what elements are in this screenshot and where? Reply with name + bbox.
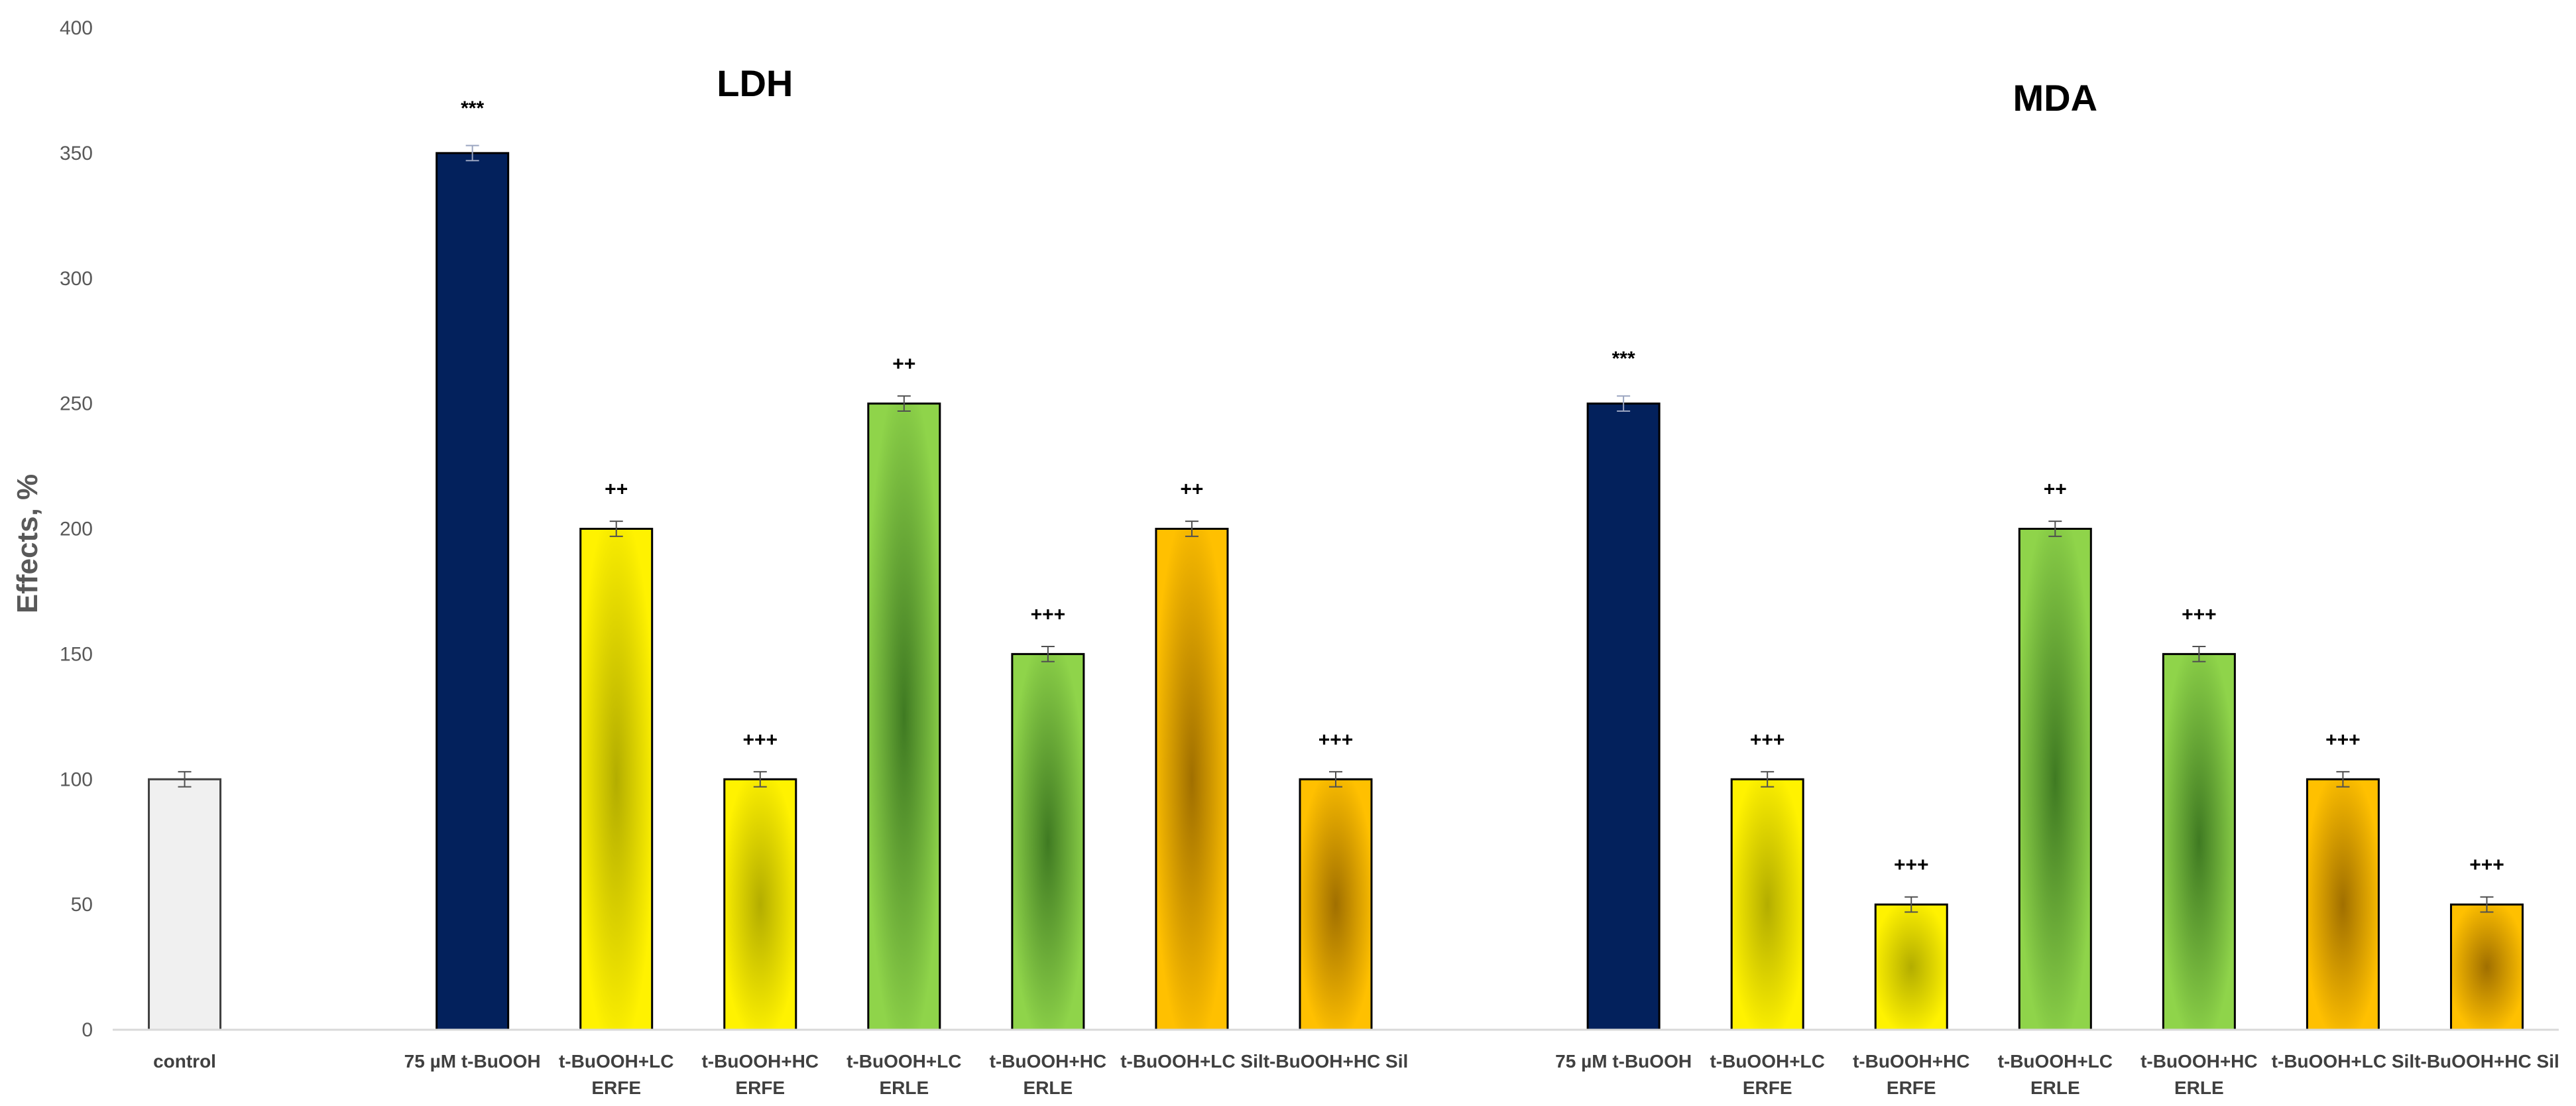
y-tick-label: 350	[60, 143, 93, 164]
bar	[1874, 903, 1948, 1031]
significance-label: +++	[742, 729, 778, 751]
bar	[1155, 528, 1229, 1031]
bar	[436, 152, 510, 1031]
x-tick-label: t-BuOOH+LC ERFE	[1710, 1051, 1824, 1098]
group-title: LDH	[717, 62, 793, 104]
x-tick-label: t-BuOOH+LC Sil	[2272, 1051, 2414, 1072]
significance-label: ++	[1180, 479, 1203, 501]
significance-label: +++	[2325, 729, 2361, 751]
significance-label: ***	[1612, 348, 1635, 370]
y-tick-label: 150	[60, 643, 93, 665]
bar	[1730, 778, 1804, 1031]
bar	[867, 402, 941, 1031]
significance-label: +++	[2469, 854, 2504, 876]
significance-label: ++	[892, 353, 915, 375]
y-tick-label: 250	[60, 393, 93, 415]
x-tick-label: t-BuOOH+HC Sil	[1263, 1051, 1409, 1072]
bar	[2306, 778, 2380, 1031]
x-tick-label: 75 µM t-BuOOH	[404, 1051, 541, 1072]
x-tick-label: t-BuOOH+HC Sil	[2414, 1051, 2559, 1072]
x-tick-label: t-BuOOH+LC Sil	[1120, 1051, 1263, 1072]
x-tick-label: t-BuOOH+HC ERLE	[990, 1051, 1107, 1098]
significance-label: +++	[1750, 729, 1785, 751]
x-tick-label: control	[153, 1051, 216, 1072]
y-tick-label: 200	[60, 519, 93, 540]
bar	[2449, 903, 2524, 1031]
y-tick-label: 100	[60, 768, 93, 790]
bar	[2162, 652, 2236, 1031]
x-tick-label: t-BuOOH+HC ERFE	[701, 1051, 819, 1098]
y-tick-label: 50	[71, 894, 93, 916]
bar	[723, 778, 797, 1031]
bar	[1586, 402, 1661, 1031]
bar	[148, 778, 222, 1031]
y-tick-label: 400	[60, 17, 93, 39]
y-tick-label: 0	[82, 1019, 93, 1041]
significance-label: +++	[1318, 729, 1354, 751]
significance-label: +++	[1894, 854, 1929, 876]
y-axis: 0 50 100 150 200 250 300 350 400	[60, 17, 93, 1041]
significance-label: ***	[461, 97, 484, 119]
group-title: MDA	[2013, 77, 2098, 119]
bar	[2018, 528, 2092, 1031]
x-tick-label: t-BuOOH+LC ERLE	[847, 1051, 961, 1098]
x-axis-labels: control 75 µM t-BuOOH t-BuOOH+LC ERFE t-BuOO…	[153, 1051, 2559, 1098]
x-tick-label: t-BuOOH+HC ERFE	[1853, 1051, 1970, 1098]
bar	[579, 528, 654, 1031]
bar	[1011, 652, 1085, 1031]
significance-label: +++	[1031, 603, 1066, 625]
significance-label: +++	[2182, 603, 2217, 625]
significance-label: ++	[2044, 479, 2067, 501]
x-tick-label: t-BuOOH+LC ERLE	[1998, 1051, 2113, 1098]
y-axis-title: Effects, %	[11, 474, 44, 613]
y-tick-label: 300	[60, 268, 93, 290]
x-tick-label: t-BuOOH+LC ERFE	[559, 1051, 673, 1098]
x-tick-label: t-BuOOH+HC ERLE	[2140, 1051, 2258, 1098]
bar	[1299, 778, 1373, 1031]
group-titles: LDH MDA	[717, 62, 2097, 119]
significance-label: ++	[605, 479, 628, 501]
x-tick-label: 75 µM t-BuOOH	[1555, 1051, 1692, 1072]
bars: ***+++++++++++++++***+++++++++++++++++	[148, 97, 2524, 1031]
